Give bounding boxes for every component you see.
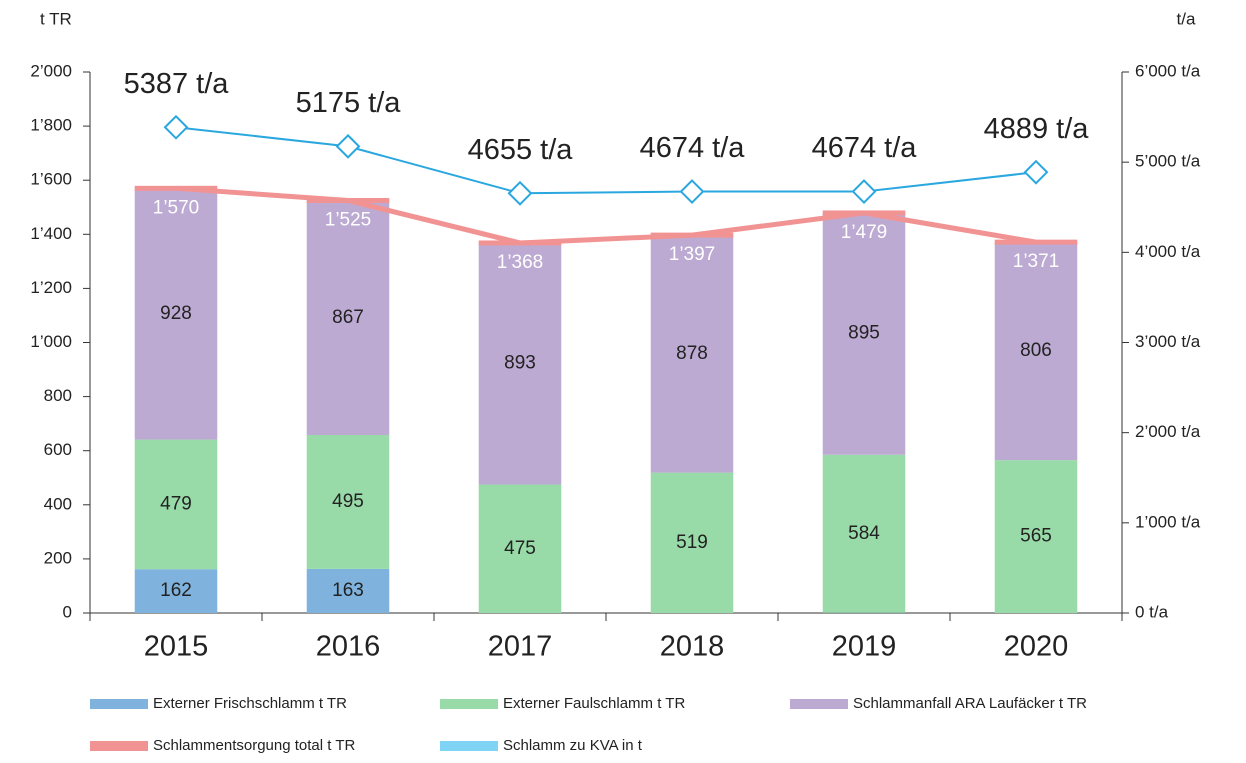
legend-swatch <box>90 741 148 751</box>
bar-label: 565 <box>1020 526 1052 547</box>
bar-label: 162 <box>160 580 192 601</box>
bar-label: 893 <box>504 353 536 374</box>
marker <box>1025 161 1047 183</box>
legend-label: Schlammentsorgung total t TR <box>153 737 355 754</box>
y-tick-label: 800 <box>44 386 72 405</box>
y2-tick-label: 6’000 t/a <box>1135 61 1201 80</box>
bar-label: 928 <box>160 303 192 324</box>
marker <box>509 182 531 204</box>
line-cap <box>479 240 562 245</box>
y-tick-label: 1’800 <box>30 116 72 135</box>
legend-label: Externer Frischschlamm t TR <box>153 695 347 712</box>
legend-swatch <box>790 699 848 709</box>
y2-tick-label: 4’000 t/a <box>1135 242 1201 261</box>
y-tick-label: 1’400 <box>30 224 72 243</box>
line-label: 4655 t/a <box>468 134 574 166</box>
y-axis-title: t TR <box>40 9 72 28</box>
y-tick-label: 1’000 <box>30 332 72 351</box>
x-tick-label: 2019 <box>832 631 897 663</box>
legend-label: Schlammanfall ARA Laufäcker t TR <box>853 695 1087 712</box>
bar-label: 878 <box>676 343 708 364</box>
bar-label: 163 <box>332 580 364 601</box>
x-tick-label: 2017 <box>488 631 553 663</box>
bar-label: 519 <box>676 532 708 553</box>
line-label: 4889 t/a <box>984 113 1090 145</box>
y-tick-label: 0 <box>63 602 72 621</box>
legend-swatch <box>440 741 498 751</box>
total-label: 1’397 <box>669 244 716 265</box>
total-label: 1’570 <box>153 197 200 218</box>
line-label: 5387 t/a <box>124 68 230 100</box>
line-label: 5175 t/a <box>296 87 402 119</box>
legend-label: Externer Faulschlamm t TR <box>503 695 685 712</box>
y-tick-label: 1’200 <box>30 278 72 297</box>
line-cap <box>651 233 734 238</box>
x-tick-label: 2016 <box>316 631 381 663</box>
line-cap <box>823 210 906 215</box>
line-label: 4674 t/a <box>812 132 918 164</box>
line <box>176 188 1036 243</box>
bar-label: 495 <box>332 491 364 512</box>
y2-tick-label: 2’000 t/a <box>1135 422 1201 441</box>
bar-label: 584 <box>848 523 880 544</box>
line-label: 4674 t/a <box>640 132 746 164</box>
legend-swatch <box>90 699 148 709</box>
legend-label: Schlamm zu KVA in t <box>503 737 643 754</box>
x-tick-label: 2020 <box>1004 631 1069 663</box>
y2-tick-label: 0 t/a <box>1135 602 1169 621</box>
x-tick-label: 2018 <box>660 631 725 663</box>
marker <box>681 181 703 203</box>
legend-swatch <box>440 699 498 709</box>
marker <box>165 116 187 138</box>
bar-label: 479 <box>160 493 192 514</box>
x-tick-label: 2015 <box>144 631 209 663</box>
bar-label: 895 <box>848 323 880 344</box>
y2-tick-label: 1’000 t/a <box>1135 512 1201 531</box>
y2-axis-title: t/a <box>1177 9 1196 28</box>
bar-label: 867 <box>332 307 364 328</box>
y-tick-label: 200 <box>44 548 72 567</box>
y-tick-label: 2’000 <box>30 61 72 80</box>
total-label: 1’479 <box>841 222 888 243</box>
total-label: 1’371 <box>1013 251 1060 272</box>
line-cap <box>307 198 390 203</box>
line-cap <box>135 186 218 191</box>
total-label: 1’525 <box>325 210 372 231</box>
bar-label: 806 <box>1020 340 1052 361</box>
total-label: 1’368 <box>497 252 544 273</box>
y-tick-label: 600 <box>44 440 72 459</box>
bar-label: 475 <box>504 538 536 559</box>
line-cap <box>995 240 1078 245</box>
marker <box>337 135 359 157</box>
y2-tick-label: 5’000 t/a <box>1135 152 1201 171</box>
marker <box>853 181 875 203</box>
y-tick-label: 1’600 <box>30 170 72 189</box>
y-tick-label: 400 <box>44 494 72 513</box>
y2-tick-label: 3’000 t/a <box>1135 332 1201 351</box>
